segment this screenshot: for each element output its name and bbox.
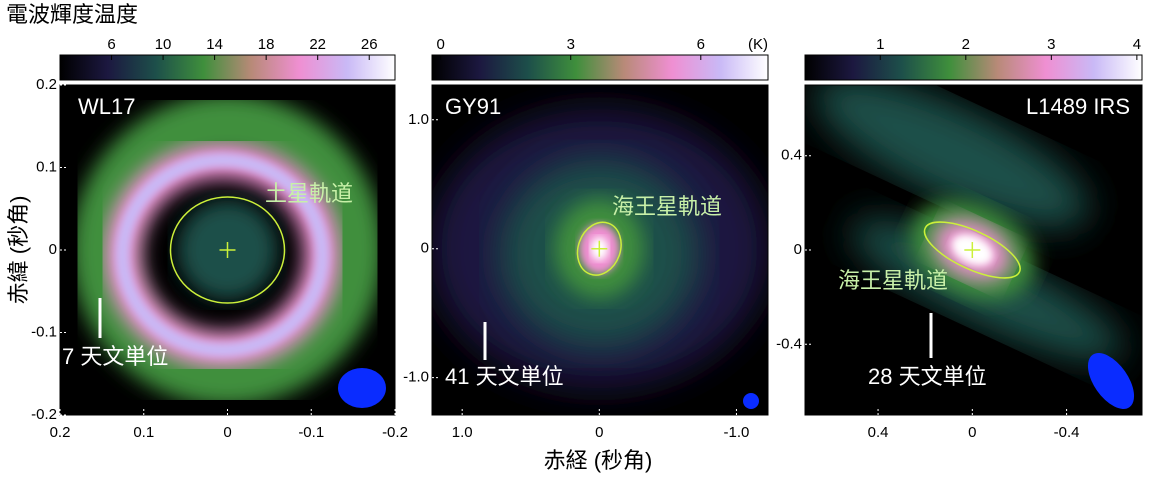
x-tick-label: -0.1 [298,424,324,441]
y-tick-label: -0.1 [31,323,57,340]
beam [338,368,386,408]
beam [743,393,759,409]
y-tick-label: 0 [421,240,429,257]
scale-label: 7 天文単位 [62,344,168,369]
y-tick-label: 1.0 [408,111,429,128]
y-tick-label: 0.2 [36,76,57,93]
scale-label: 41 天文単位 [445,364,564,389]
x-tick-label: 0.2 [50,424,71,441]
colorbar-unit: (K) [748,36,768,53]
colorbar-tick-label: 2 [962,36,970,53]
x-tick-label: 1.0 [452,424,473,441]
colorbar-tick-label: 6 [107,36,115,53]
y-tick-label: -0.2 [31,406,57,423]
figure: 電波輝度温度 赤経 (秒角) 赤緯 (秒角) 610141822260.20.1… [0,0,1150,477]
colorbar [60,55,395,80]
x-tick-label: -0.2 [382,424,408,441]
x-tick-label: 0.4 [868,424,889,441]
x-tick-label: 0.1 [133,424,154,441]
colorbar-tick-label: 14 [206,36,223,53]
scale-label: 28 天文単位 [868,364,987,389]
orbit-label: 海王星軌道 [838,268,948,293]
panel-title: WL17 [78,94,135,119]
y-axis-label: 赤緯 (秒角) [6,196,31,305]
colorbar-tick-label: 18 [258,36,275,53]
colorbar-tick-label: 10 [155,36,172,53]
colorbar-title: 電波輝度温度 [6,2,138,27]
panel-title: L1489 IRS [1026,94,1130,119]
x-tick-label: 0 [223,424,231,441]
y-tick-label: 0 [794,241,802,258]
colorbar-tick-label: 22 [309,36,326,53]
x-axis-label: 赤経 (秒角) [544,448,653,473]
colorbar [432,55,768,80]
colorbar-tick-label: 3 [567,36,575,53]
colorbar [805,55,1142,80]
colorbar-tick-label: 3 [1047,36,1055,53]
y-tick-label: 0.4 [781,147,802,164]
orbit-label: 海王星軌道 [612,194,722,219]
y-tick-label: -0.4 [776,335,802,352]
colorbar-tick-label: 26 [361,36,378,53]
y-tick-label: -1.0 [403,369,429,386]
x-tick-label: 0 [595,424,603,441]
colorbar-tick-label: 6 [697,36,705,53]
x-tick-label: -0.4 [1054,424,1080,441]
colorbar-tick-label: 0 [436,36,444,53]
y-tick-label: 0.1 [36,158,57,175]
x-tick-label: 0 [968,424,976,441]
y-tick-label: 0 [49,241,57,258]
panel-title: GY91 [445,94,501,119]
colorbar-tick-label: 1 [876,36,884,53]
colorbar-tick-label: 4 [1133,36,1141,53]
orbit-label: 土星軌道 [265,181,353,206]
x-tick-label: -1.0 [724,424,750,441]
